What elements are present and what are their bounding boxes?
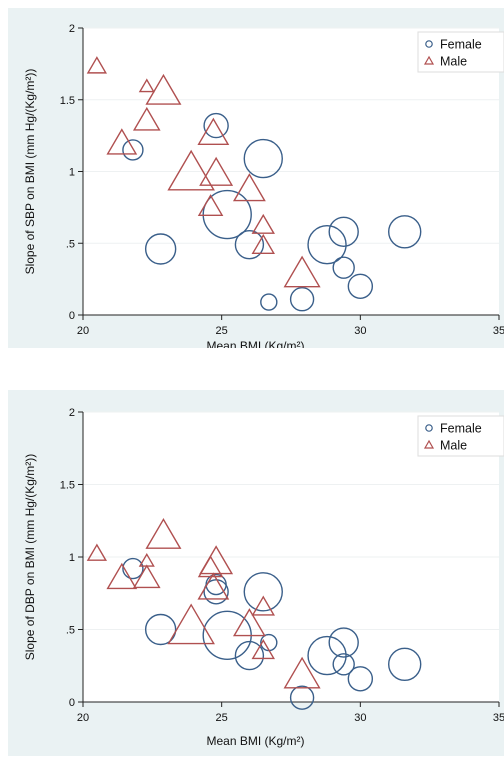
data-point-male: [86, 543, 108, 561]
data-point-female: [203, 112, 229, 139]
x-tick-label: 35: [493, 712, 504, 724]
data-point-male: [251, 595, 275, 616]
data-point-male: [138, 552, 155, 567]
y-tick-label: 0: [69, 310, 75, 322]
data-point-female: [328, 216, 359, 247]
data-point-male: [251, 639, 275, 660]
y-tick-label: 1.5: [60, 95, 75, 107]
data-point-female: [243, 138, 283, 179]
data-point-male: [197, 572, 230, 600]
sbp-chart-panel: 0 .5 1 1.5 2 20 25 30 35 Mean BMI (Kg/m²) Slope of…: [8, 8, 504, 348]
data-point-female: [205, 573, 227, 596]
data-point-male: [106, 562, 138, 590]
data-point-female: [328, 627, 359, 658]
data-point-female: [122, 139, 144, 161]
data-point-male: [251, 233, 275, 255]
data-point-female: [347, 273, 374, 299]
data-point-male: [232, 608, 266, 637]
x-tick-label: 25: [216, 712, 228, 724]
x-tick-label: 20: [77, 712, 89, 724]
data-point-female: [307, 635, 347, 676]
data-point-female: [234, 640, 265, 671]
y-tick-label: 1.5: [60, 480, 75, 492]
x-axis-title: Mean BMI (Kg/m²): [206, 339, 304, 348]
data-point-female: [202, 189, 252, 240]
data-point-female: [332, 653, 355, 676]
data-point-female: [347, 666, 374, 692]
data-point-female: [388, 647, 422, 681]
data-point-female: [144, 233, 177, 265]
data-point-female: [289, 287, 315, 312]
sbp-scatter-chart: 0 .5 1 1.5 2 20 25 30 35 Mean BMI (Kg/m²) Slope of…: [23, 23, 504, 348]
legend-marker-male: [423, 55, 435, 65]
data-point-male: [145, 73, 182, 105]
y-axis-title: Slope of DBP on BMI (mm Hg/(Kg/m²)): [23, 454, 37, 661]
x-tick-label: 30: [354, 325, 366, 337]
data-point-male: [138, 78, 155, 93]
data-point-male: [283, 255, 321, 288]
data-point-female: [307, 224, 347, 265]
legend-label-male: Male: [440, 55, 467, 69]
y-tick-label: .5: [66, 238, 75, 250]
y-tick-label: .5: [66, 625, 75, 637]
data-point-female: [122, 557, 144, 580]
data-point-male: [132, 564, 161, 589]
data-point-male: [145, 518, 182, 549]
data-point-male: [251, 213, 275, 234]
legend-box: [417, 415, 504, 457]
x-tick-label: 35: [493, 325, 504, 337]
data-point-female: [243, 572, 283, 612]
x-tick-label: 25: [216, 325, 228, 337]
legend-label-male: Male: [440, 439, 467, 453]
legend-marker-female: [425, 40, 433, 48]
data-point-male: [197, 194, 224, 216]
data-point-male: [132, 106, 161, 131]
data-point-female: [144, 613, 177, 646]
data-point-male: [167, 149, 215, 191]
data-point-female: [289, 685, 315, 710]
y-tick-label: 1: [69, 552, 75, 564]
y-tick-label: 2: [69, 407, 75, 419]
data-point-male: [106, 128, 138, 155]
legend-marker-female: [425, 424, 433, 432]
data-point-male: [167, 603, 215, 645]
y-axis-title: Slope of SBP on BMI (mm Hg/(Kg/m²)): [23, 69, 37, 275]
dbp-scatter-chart: 0 .5 1 1.5 2 20 25 30 35 Mean BMI (Kg/m²) Slope of…: [23, 407, 504, 748]
legend-label-female: Female: [440, 422, 482, 436]
y-tick-label: 0: [69, 697, 75, 709]
data-point-male: [197, 117, 230, 145]
x-tick-label: 20: [77, 325, 89, 337]
data-point-female: [332, 256, 355, 279]
data-point-male: [283, 656, 321, 689]
dbp-chart-panel: 0 .5 1 1.5 2 20 25 30 35 Mean BMI (Kg/m²) Slope of…: [8, 390, 504, 756]
x-tick-label: 30: [354, 712, 366, 724]
y-tick-label: 1: [69, 167, 75, 179]
legend-box: [417, 31, 504, 73]
data-point-female: [260, 293, 278, 311]
x-axis-title: Mean BMI (Kg/m²): [206, 734, 304, 748]
data-point-male: [86, 56, 108, 74]
y-tick-label: 2: [69, 23, 75, 35]
data-point-male: [232, 173, 266, 202]
data-point-female: [234, 229, 265, 260]
data-point-male: [199, 156, 234, 186]
legend-label-female: Female: [440, 38, 482, 52]
data-point-female: [388, 215, 422, 249]
data-point-male: [199, 545, 234, 575]
legend-marker-male: [423, 439, 435, 449]
